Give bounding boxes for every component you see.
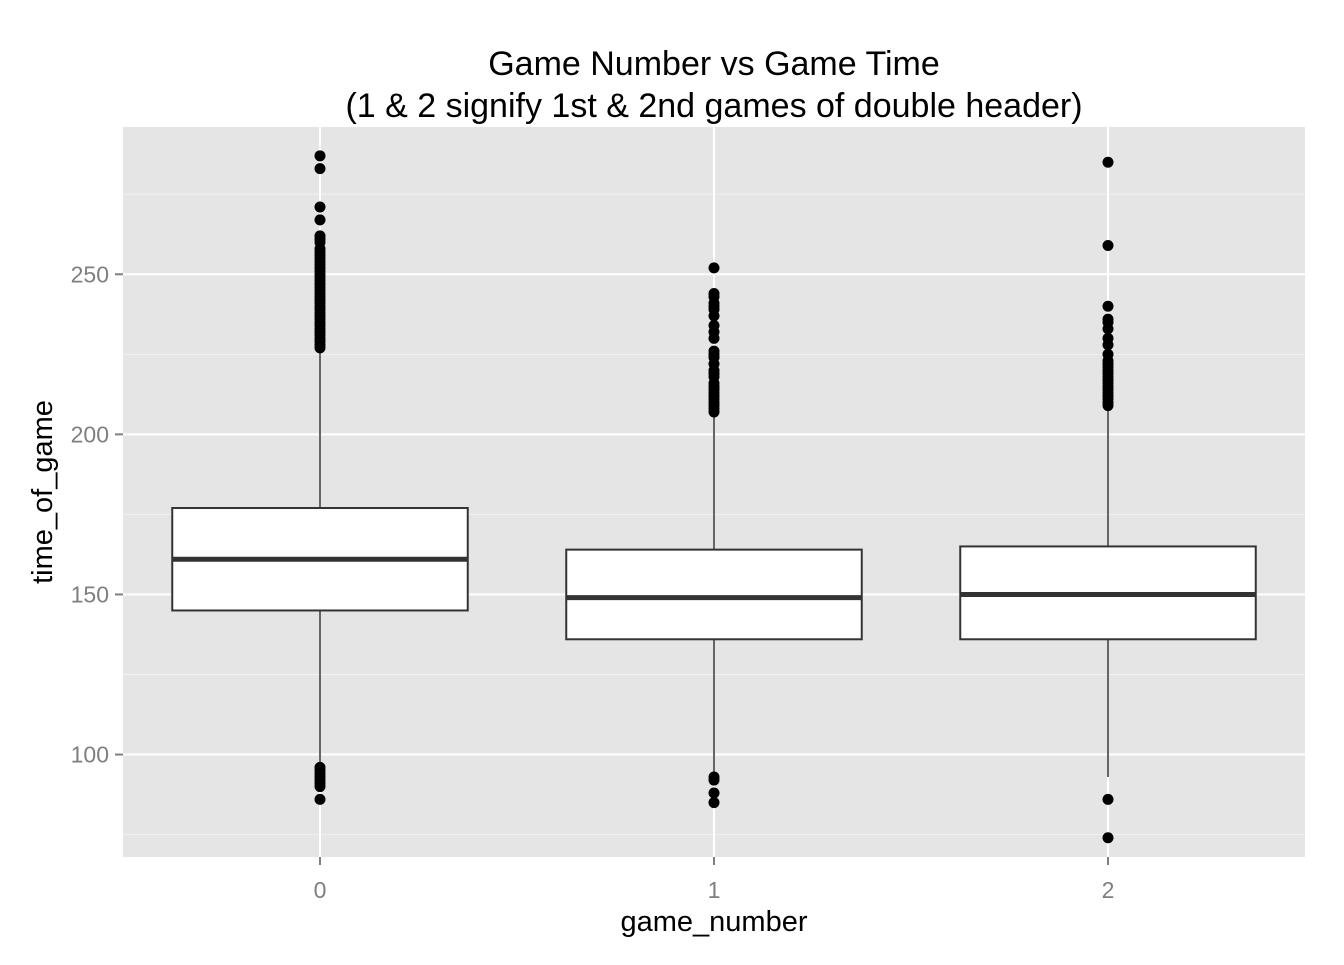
outlier-point <box>314 781 326 793</box>
axes-layer: 100 150 200 250 0 1 2 <box>71 261 1115 903</box>
outlier-point <box>314 150 326 162</box>
outlier-point <box>708 310 720 322</box>
outlier-point <box>1102 832 1114 844</box>
y-tick-label: 250 <box>71 261 109 287</box>
outlier-point <box>708 787 720 799</box>
outlier-point <box>1102 323 1114 335</box>
outlier-point <box>708 797 720 809</box>
outlier-point <box>708 774 720 786</box>
y-tick-label: 150 <box>71 581 109 607</box>
outlier-point <box>1102 156 1114 168</box>
x-tick-label: 2 <box>1102 877 1115 903</box>
outlier-point <box>708 406 720 418</box>
box-group-2 <box>959 156 1257 844</box>
chart-title-line2: (1 & 2 signify 1st & 2nd games of double… <box>345 87 1082 125</box>
iqr-box <box>565 548 863 641</box>
outlier-point <box>1102 300 1114 312</box>
box-group-1 <box>565 262 863 809</box>
box-group-0 <box>171 150 469 805</box>
outlier-point <box>314 201 326 213</box>
outlier-point <box>708 262 720 274</box>
y-tick-label: 100 <box>71 742 109 768</box>
outlier-point <box>314 163 326 175</box>
outlier-point <box>1102 793 1114 805</box>
outlier-point <box>314 793 326 805</box>
outlier-point <box>1102 239 1114 251</box>
x-tick-label: 1 <box>708 877 721 903</box>
outlier-point <box>708 332 720 344</box>
boxes-layer <box>171 150 1257 844</box>
outlier-point <box>314 342 326 354</box>
x-axis-title: game_number <box>621 906 808 938</box>
y-axis-title: time_of_game <box>27 400 59 584</box>
outlier-point <box>1102 339 1114 351</box>
chart-title-line1: Game Number vs Game Time <box>488 45 940 83</box>
y-tick-label: 200 <box>71 421 109 447</box>
outlier-point <box>314 214 326 226</box>
outlier-point <box>1102 400 1114 412</box>
x-tick-label: 0 <box>314 877 327 903</box>
